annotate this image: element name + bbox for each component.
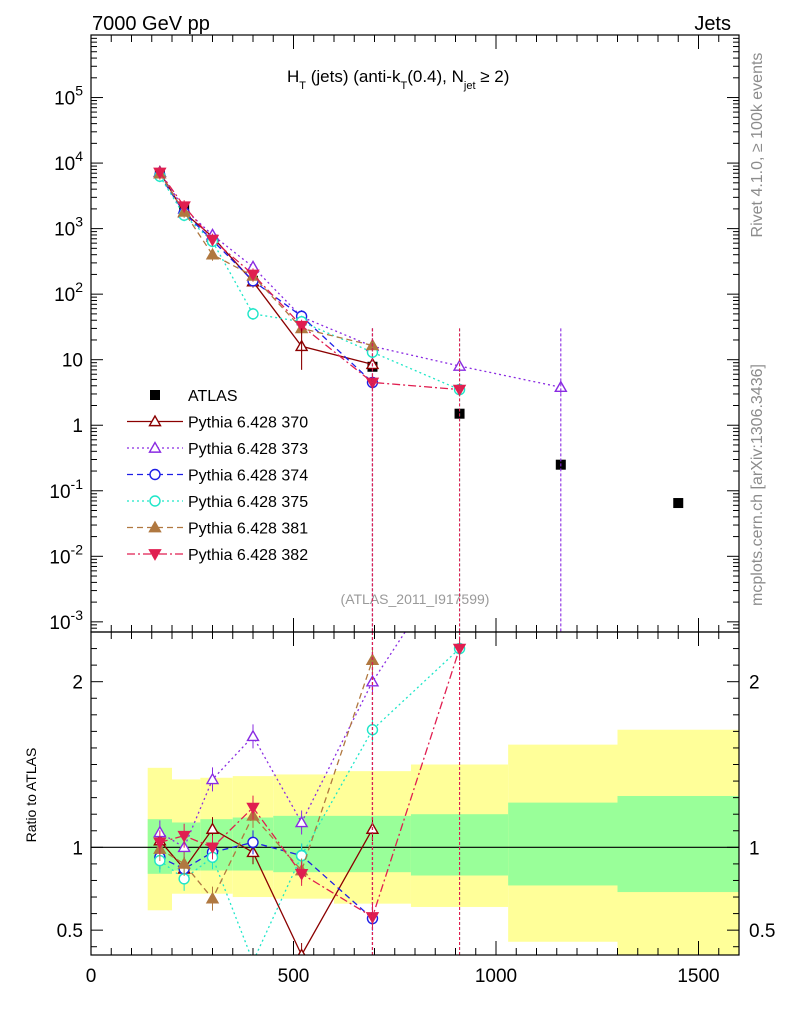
main-title: HT (jets) (anti-kT(0.4), Njet ≥ 2) (287, 67, 509, 92)
atlas-point (673, 498, 684, 509)
title-n-sub: jet (463, 80, 476, 92)
legend-marker (148, 414, 162, 427)
data-point (205, 247, 220, 260)
main-plot-area (153, 165, 684, 632)
legend-label: Pythia 6.428 382 (188, 547, 308, 564)
legend-marker (148, 520, 162, 533)
y-tick-label: 10-1 (49, 476, 83, 503)
ratio-point (205, 822, 220, 834)
ratio-point (205, 891, 220, 904)
y-tick-label: 10-3 (49, 607, 83, 634)
ratio-point (294, 815, 309, 828)
legend-label: ATLAS (188, 388, 238, 405)
mcplots-label: mcplots.cern.ch [arXiv:1306.3436] (749, 364, 766, 606)
legend-marker (149, 495, 161, 507)
legend-entry: Pythia 6.428 382 (127, 547, 308, 564)
y-tick-label: 10 (62, 351, 83, 372)
ratio-y-tick-label-right: 2 (749, 673, 760, 694)
title-h-sub: T (299, 80, 306, 92)
ratio-line (159, 659, 374, 900)
ratio-point (247, 836, 259, 849)
series-line (159, 172, 460, 391)
title-mid: (jets) (anti-k (306, 67, 401, 86)
series-line (159, 171, 373, 365)
y-tick-label: 10-2 (49, 541, 83, 568)
ratio-y-tick-label: 1 (72, 838, 83, 859)
legend-marker (150, 390, 160, 400)
ratio-ylabel: Ratio to ATLAS (23, 748, 39, 843)
y-tick-label: 1 (72, 416, 83, 437)
header-left: 7000 GeV pp (92, 13, 210, 35)
legend: ATLAS Pythia 6.428 370 Pythia 6.428 373 Pyt… (127, 388, 308, 564)
header-right: Jets (694, 13, 731, 35)
series-line (159, 173, 373, 347)
x-tick-label: 0 (86, 966, 97, 987)
series-pythia-6-428-373 (153, 165, 568, 394)
title-end: ≥ 2) (476, 67, 510, 86)
legend-entry: Pythia 6.428 370 (127, 415, 308, 432)
x-tick-label: 1000 (475, 966, 517, 987)
legend-entry: Pythia 6.428 375 (127, 494, 308, 511)
legend-label: Pythia 6.428 381 (188, 521, 308, 538)
legend-entry: ATLAS (150, 388, 238, 405)
y-tick-label: 105 (54, 83, 83, 110)
ratio-point (246, 729, 260, 742)
rivet-label: Rivet 4.1.0, ≥ 100k events (749, 53, 766, 238)
analysis-watermark: (ATLAS_2011_I917599) (341, 591, 490, 607)
x-tick-label: 500 (278, 966, 310, 987)
title-h: H (287, 67, 299, 86)
legend-label: Pythia 6.428 375 (188, 494, 308, 511)
ratio-point (205, 842, 220, 855)
legend-entry: Pythia 6.428 381 (127, 521, 308, 538)
ratio-point (177, 830, 191, 843)
data-point (247, 308, 259, 320)
legend-entry: Pythia 6.428 373 (127, 441, 308, 458)
data-point (177, 201, 191, 214)
title-k-sub: T (400, 80, 407, 92)
axes: 10-3 10-2 10-1 1 10 102 103 104 105 0.5 0.5 1 1 2 2 0 50… (49, 34, 775, 987)
ratio-y-tick-label: 0.5 (57, 921, 83, 942)
ratio-point (248, 957, 258, 967)
ratio-y-tick-label-right: 0.5 (749, 921, 775, 942)
ratio-point (177, 856, 191, 869)
ratio-point (205, 772, 220, 785)
legend-label: Pythia 6.428 370 (188, 415, 308, 432)
data-point (153, 167, 167, 180)
ratio-point (246, 802, 260, 815)
main-frame (90, 34, 740, 633)
legend-label: Pythia 6.428 373 (188, 441, 308, 458)
ratio-point (294, 869, 309, 881)
legend-marker (149, 468, 161, 481)
series-pythia-6-428-375 (154, 170, 466, 396)
data-point (205, 234, 220, 247)
x-tick-label: 1500 (677, 966, 719, 987)
ratio-point (365, 674, 380, 687)
data-point (246, 269, 260, 282)
legend-marker (148, 441, 162, 453)
series-pythia-6-428-370 (153, 165, 380, 371)
ratio-plot-area (91, 632, 739, 967)
series-line (159, 172, 561, 388)
title-tail: (0.4), N (407, 67, 464, 86)
ratio-y-tick-label: 2 (72, 673, 83, 694)
ratio-point (153, 837, 167, 850)
data-point (365, 377, 380, 390)
band-green (617, 795, 739, 893)
legend-entry: Pythia 6.428 374 (127, 468, 308, 485)
legend-label: Pythia 6.428 374 (188, 468, 308, 485)
series-line (159, 174, 373, 383)
data-point (294, 320, 309, 333)
ratio-point (297, 948, 306, 955)
legend-marker (148, 549, 162, 561)
y-tick-label: 104 (54, 148, 83, 175)
series-pythia-6-428-382 (153, 166, 467, 397)
series-pythia-6-428-381 (153, 166, 380, 352)
y-tick-label: 103 (54, 214, 83, 241)
y-tick-label: 102 (54, 279, 83, 306)
ratio-y-tick-label-right: 1 (749, 838, 760, 859)
band-green (508, 802, 618, 886)
series-line (159, 175, 460, 391)
